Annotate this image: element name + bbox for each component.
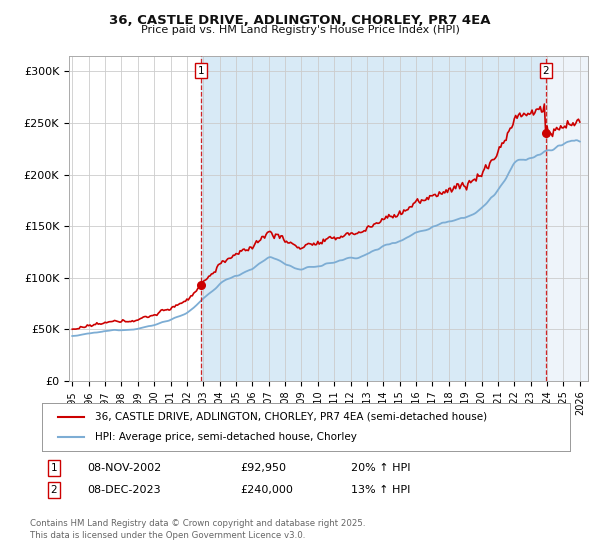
- Text: 08-NOV-2002: 08-NOV-2002: [87, 463, 161, 473]
- Text: 2: 2: [50, 485, 58, 495]
- Text: 1: 1: [50, 463, 58, 473]
- Bar: [546, 56, 588, 381]
- Text: 13% ↑ HPI: 13% ↑ HPI: [351, 485, 410, 495]
- Text: 36, CASTLE DRIVE, ADLINGTON, CHORLEY, PR7 4EA: 36, CASTLE DRIVE, ADLINGTON, CHORLEY, PR…: [109, 14, 491, 27]
- Text: 2: 2: [542, 66, 549, 76]
- Text: £240,000: £240,000: [240, 485, 293, 495]
- Text: Price paid vs. HM Land Registry's House Price Index (HPI): Price paid vs. HM Land Registry's House …: [140, 25, 460, 35]
- Bar: [201, 56, 546, 381]
- Text: 1: 1: [197, 66, 204, 76]
- Text: HPI: Average price, semi-detached house, Chorley: HPI: Average price, semi-detached house,…: [95, 432, 356, 442]
- Text: 08-DEC-2023: 08-DEC-2023: [87, 485, 161, 495]
- Text: 36, CASTLE DRIVE, ADLINGTON, CHORLEY, PR7 4EA (semi-detached house): 36, CASTLE DRIVE, ADLINGTON, CHORLEY, PR…: [95, 412, 487, 422]
- Text: 20% ↑ HPI: 20% ↑ HPI: [351, 463, 410, 473]
- Text: £92,950: £92,950: [240, 463, 286, 473]
- Text: Contains HM Land Registry data © Crown copyright and database right 2025.
This d: Contains HM Land Registry data © Crown c…: [30, 519, 365, 540]
